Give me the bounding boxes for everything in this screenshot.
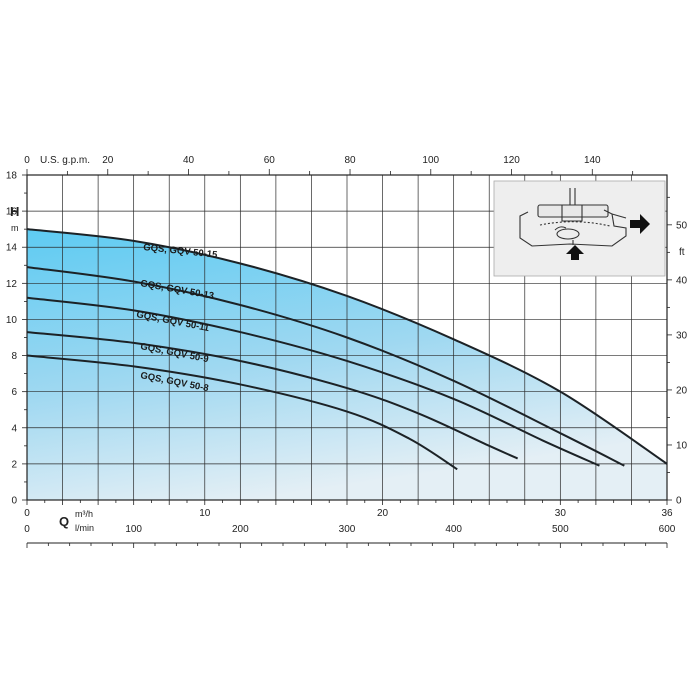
right-tick-label: 50: [676, 220, 688, 231]
curve-4: [26, 331, 519, 460]
lmin-tick-label: 100: [125, 524, 142, 535]
m3h-tick-label: 0: [24, 508, 30, 519]
lmin-tick-label: 600: [659, 524, 676, 535]
right-tick-label: 0: [676, 496, 682, 507]
top-tick-label: 120: [503, 155, 520, 166]
right-axis: ft 0 10 20 30 40 50: [667, 196, 688, 507]
lmin-tick-label: 0: [24, 524, 30, 535]
curve-2: [26, 266, 625, 467]
y-right-unit-ft: ft: [679, 247, 685, 258]
lmin-scale: 0 100 200 300 400 500 600: [24, 524, 676, 548]
pump-cross-section-icon: [519, 188, 627, 247]
m3h-tick-label: 36: [661, 508, 673, 519]
left-tick-label: 8: [11, 351, 17, 362]
bottom-axis: Q m³/h l/min 0 10 20 30 36: [24, 500, 673, 533]
left-tick-label: 6: [11, 387, 17, 398]
right-tick-label: 10: [676, 440, 688, 451]
q-label: Q: [59, 514, 69, 529]
m3h-tick-label: 20: [377, 508, 389, 519]
top-tick-label: 20: [102, 155, 114, 166]
right-tick-label: 30: [676, 330, 688, 341]
top-axis-label: U.S. g.p.m.: [40, 155, 90, 166]
lmin-tick-label: 400: [445, 524, 462, 535]
top-tick-label: 80: [344, 155, 356, 166]
unit-m3h: m³/h: [75, 509, 93, 519]
top-tick-label: 140: [584, 155, 601, 166]
top-axis: U.S. g.p.m. 0 20 40 60 80 100 120 140: [24, 155, 667, 176]
top-tick-label: 40: [183, 155, 195, 166]
y-axis-unit-m: m: [11, 223, 19, 233]
inset-box: [493, 180, 666, 277]
left-tick-label: 10: [6, 315, 18, 326]
left-tick-label: 14: [6, 243, 18, 254]
lmin-tick-label: 300: [339, 524, 356, 535]
top-tick-label: 0: [24, 155, 30, 166]
unit-lmin: l/min: [75, 523, 94, 533]
top-tick-label: 100: [422, 155, 439, 166]
y-axis-label-h: H: [10, 204, 19, 219]
curve-3: [26, 296, 600, 467]
top-tick-label: 60: [264, 155, 276, 166]
left-tick-label: 12: [6, 279, 18, 290]
inlet-arrow-icon: [566, 245, 584, 260]
left-tick-label: 4: [11, 423, 17, 434]
left-tick-label: 16: [6, 207, 18, 218]
lmin-tick-label: 500: [552, 524, 569, 535]
m3h-tick-label: 30: [555, 508, 567, 519]
left-axis: H m 0 2 4 6 8 10 12 14 16 18: [6, 171, 27, 507]
left-tick-label: 2: [11, 459, 17, 470]
left-tick-label: 18: [6, 171, 18, 182]
m3h-tick-label: 10: [199, 508, 211, 519]
pump-inset: [493, 180, 666, 277]
right-tick-label: 40: [676, 275, 688, 286]
left-tick-label: 0: [11, 496, 17, 507]
right-tick-label: 20: [676, 385, 688, 396]
curve-1: [26, 228, 668, 465]
curve-5: [26, 354, 458, 471]
lmin-tick-label: 200: [232, 524, 249, 535]
outlet-arrow-icon: [630, 214, 650, 234]
curves: [26, 228, 668, 471]
